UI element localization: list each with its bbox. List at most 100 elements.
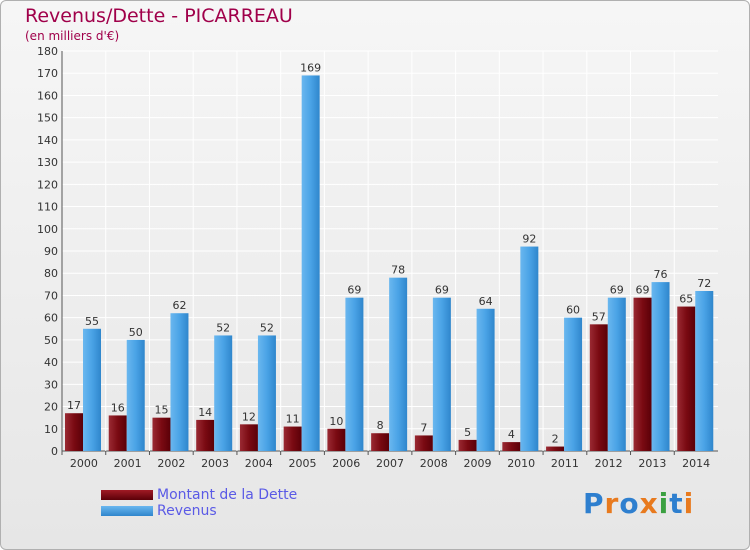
x-tick-label: 2006	[332, 457, 360, 470]
value-label-debt: 5	[464, 426, 471, 439]
bar-revenue	[476, 308, 495, 451]
x-tick-label: 2013	[638, 457, 666, 470]
bar-revenue	[651, 282, 670, 451]
value-label-debt: 10	[329, 415, 343, 428]
logo-letter: x	[639, 487, 659, 520]
legend-label-debt: Montant de la Dette	[157, 487, 298, 503]
bar-debt	[152, 417, 171, 451]
y-tick-label: 30	[44, 378, 58, 391]
value-label-revenue: 55	[85, 315, 99, 328]
y-tick-label: 170	[37, 67, 58, 80]
logo-letter: t	[669, 487, 684, 520]
value-label-revenue: 169	[300, 61, 321, 74]
value-label-revenue: 72	[697, 277, 711, 290]
value-label-revenue: 64	[479, 295, 493, 308]
value-label-debt: 4	[508, 428, 515, 441]
bar-debt	[414, 435, 433, 451]
x-tick-label: 2011	[551, 457, 579, 470]
y-tick-label: 90	[44, 245, 58, 258]
y-tick-label: 100	[37, 223, 58, 236]
chart-subtitle: (en milliers d'€)	[25, 29, 120, 43]
bar-debt	[371, 433, 390, 451]
x-tick-label: 2008	[420, 457, 448, 470]
value-label-debt: 69	[636, 284, 650, 297]
x-tick-label: 2000	[70, 457, 98, 470]
bar-debt	[327, 428, 346, 451]
y-tick-label: 120	[37, 178, 58, 191]
bar-debt	[677, 306, 696, 451]
value-label-debt: 14	[198, 406, 212, 419]
x-tick-label: 2005	[289, 457, 317, 470]
legend-swatch-debt	[101, 490, 153, 500]
y-tick-label: 160	[37, 89, 58, 102]
y-tick-label: 20	[44, 401, 58, 414]
logo-letter: o	[619, 487, 640, 520]
y-tick-label: 60	[44, 312, 58, 325]
value-label-revenue: 92	[522, 233, 536, 246]
bar-debt	[502, 442, 521, 451]
x-tick-label: 2007	[376, 457, 404, 470]
bar-revenue	[301, 75, 320, 451]
value-label-revenue: 76	[654, 268, 668, 281]
legend-item-revenue: Revenus	[101, 503, 297, 519]
bar-debt	[196, 419, 215, 451]
proxiti-logo: Proxiti	[583, 487, 694, 520]
bar-debt	[239, 424, 258, 451]
bar-revenue	[170, 313, 189, 451]
value-label-debt: 16	[111, 401, 125, 414]
legend-swatch-revenue	[101, 506, 153, 516]
value-label-revenue: 69	[435, 284, 449, 297]
bar-revenue	[83, 328, 101, 451]
bar-revenue	[257, 335, 276, 451]
value-label-debt: 8	[377, 419, 384, 432]
y-tick-label: 70	[44, 289, 58, 302]
logo-letter: i	[658, 487, 670, 520]
bar-revenue	[345, 297, 364, 451]
bar-revenue	[564, 317, 583, 451]
value-label-revenue: 60	[566, 304, 580, 317]
x-tick-label: 2014	[682, 457, 710, 470]
y-tick-label: 140	[37, 134, 58, 147]
x-tick-label: 2010	[507, 457, 535, 470]
logo-letter: P	[583, 487, 605, 520]
y-tick-label: 0	[51, 445, 58, 458]
bar-debt	[108, 415, 127, 451]
value-label-revenue: 50	[129, 326, 143, 339]
y-tick-label: 10	[44, 423, 58, 436]
legend-item-debt: Montant de la Dette	[101, 487, 297, 503]
value-label-debt: 7	[420, 421, 427, 434]
value-label-debt: 12	[242, 410, 256, 423]
y-tick-label: 150	[37, 112, 58, 125]
legend-label-revenue: Revenus	[157, 503, 217, 519]
x-tick-label: 2003	[201, 457, 229, 470]
bar-revenue	[695, 291, 714, 451]
y-tick-label: 40	[44, 356, 58, 369]
legend: Montant de la Dette Revenus	[101, 487, 297, 519]
value-label-revenue: 52	[260, 321, 274, 334]
bar-debt	[458, 439, 477, 451]
value-label-debt: 65	[679, 293, 693, 306]
bar-revenue	[126, 339, 145, 451]
y-tick-label: 80	[44, 267, 58, 280]
logo-letter: r	[604, 487, 620, 520]
value-label-revenue: 69	[610, 284, 624, 297]
value-label-debt: 11	[286, 413, 300, 426]
bar-revenue	[214, 335, 233, 451]
y-tick-label: 50	[44, 334, 58, 347]
y-tick-label: 110	[37, 201, 58, 214]
value-label-debt: 15	[154, 404, 168, 417]
bar-debt	[65, 413, 83, 451]
x-tick-label: 2002	[157, 457, 185, 470]
value-label-revenue: 62	[172, 299, 186, 312]
bar-debt	[589, 324, 608, 451]
y-tick-label: 130	[37, 156, 58, 169]
x-tick-label: 2012	[595, 457, 623, 470]
x-tick-label: 2001	[114, 457, 142, 470]
bar-revenue	[520, 246, 539, 451]
value-label-revenue: 78	[391, 264, 405, 277]
bar-debt	[546, 446, 565, 451]
value-label-debt: 17	[67, 399, 81, 412]
chart-title: Revenus/Dette - PICARREAU	[25, 5, 293, 27]
